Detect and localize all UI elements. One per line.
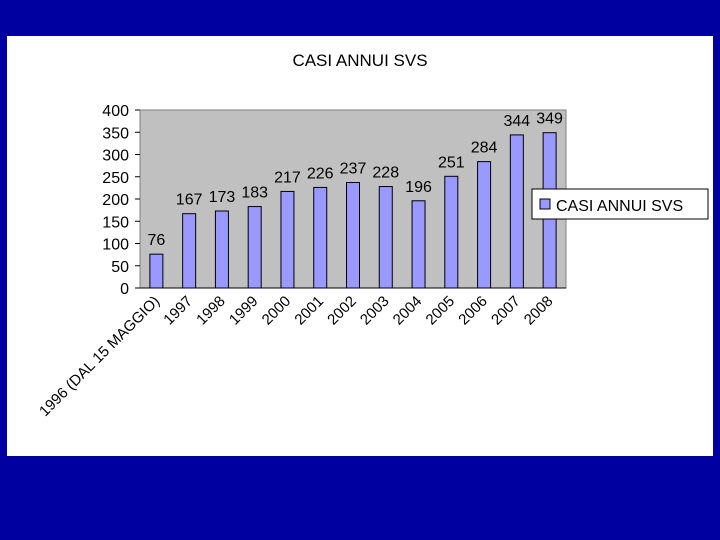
data-label: 217 bbox=[274, 169, 301, 186]
data-label: 183 bbox=[241, 185, 268, 202]
bar bbox=[149, 253, 164, 289]
bar bbox=[280, 190, 295, 289]
x-tick-label: 2002 bbox=[324, 293, 360, 329]
x-tick-label: 1996 (DAL 15 MAGGIO) bbox=[36, 293, 163, 420]
data-label: 284 bbox=[471, 140, 498, 157]
x-tick-label: 1999 bbox=[226, 293, 262, 329]
x-tick-label: 2003 bbox=[357, 293, 393, 329]
data-label: 76 bbox=[147, 232, 165, 249]
y-tick-label: 350 bbox=[102, 125, 129, 142]
bar bbox=[247, 206, 262, 289]
x-tick-label: 2008 bbox=[521, 293, 557, 329]
x-tick-label: 2006 bbox=[455, 293, 491, 329]
bar-chart: CASI ANNUI SVS 050100150200250300350400 … bbox=[36, 51, 709, 420]
bar bbox=[182, 213, 197, 289]
x-tick-label: 1998 bbox=[193, 293, 229, 329]
bar bbox=[411, 200, 426, 289]
y-tick-label: 100 bbox=[102, 237, 129, 254]
legend-swatch bbox=[539, 198, 551, 210]
x-tick-label: 1997 bbox=[160, 293, 196, 329]
x-tick-label: 2005 bbox=[423, 293, 459, 329]
x-tick-label: 2004 bbox=[390, 293, 426, 329]
chart-title: CASI ANNUI SVS bbox=[292, 51, 427, 70]
data-label: 344 bbox=[503, 113, 530, 130]
bar bbox=[313, 186, 328, 289]
x-tick-label: 2001 bbox=[291, 293, 327, 329]
bar bbox=[444, 175, 459, 289]
y-tick-label: 250 bbox=[102, 170, 129, 187]
y-tick-label: 50 bbox=[111, 259, 129, 276]
bar bbox=[378, 186, 393, 289]
data-label: 349 bbox=[536, 111, 563, 128]
x-tick-label: 2000 bbox=[259, 293, 295, 329]
data-label: 251 bbox=[438, 154, 465, 171]
y-tick-label: 0 bbox=[120, 281, 129, 298]
bar bbox=[509, 134, 524, 289]
data-label: 196 bbox=[405, 179, 432, 196]
data-label: 228 bbox=[372, 165, 399, 182]
data-label: 237 bbox=[340, 161, 367, 178]
data-label: 167 bbox=[176, 192, 203, 209]
bar bbox=[214, 210, 229, 289]
legend-label: CASI ANNUI SVS bbox=[556, 198, 683, 215]
data-label: 173 bbox=[209, 189, 236, 206]
legend-box bbox=[531, 188, 709, 220]
bar bbox=[477, 161, 492, 289]
bar bbox=[346, 182, 360, 289]
y-tick-label: 300 bbox=[102, 148, 129, 165]
legend: CASI ANNUI SVS bbox=[531, 188, 709, 220]
y-tick-label: 200 bbox=[102, 192, 129, 209]
y-tick-label: 400 bbox=[102, 103, 129, 120]
data-label: 226 bbox=[307, 165, 334, 182]
y-tick-label: 150 bbox=[102, 214, 129, 231]
x-tick-label: 2007 bbox=[488, 293, 524, 329]
chart-panel: CASI ANNUI SVS 0 50 100 150 200 250 300 350 400 … bbox=[7, 36, 713, 456]
